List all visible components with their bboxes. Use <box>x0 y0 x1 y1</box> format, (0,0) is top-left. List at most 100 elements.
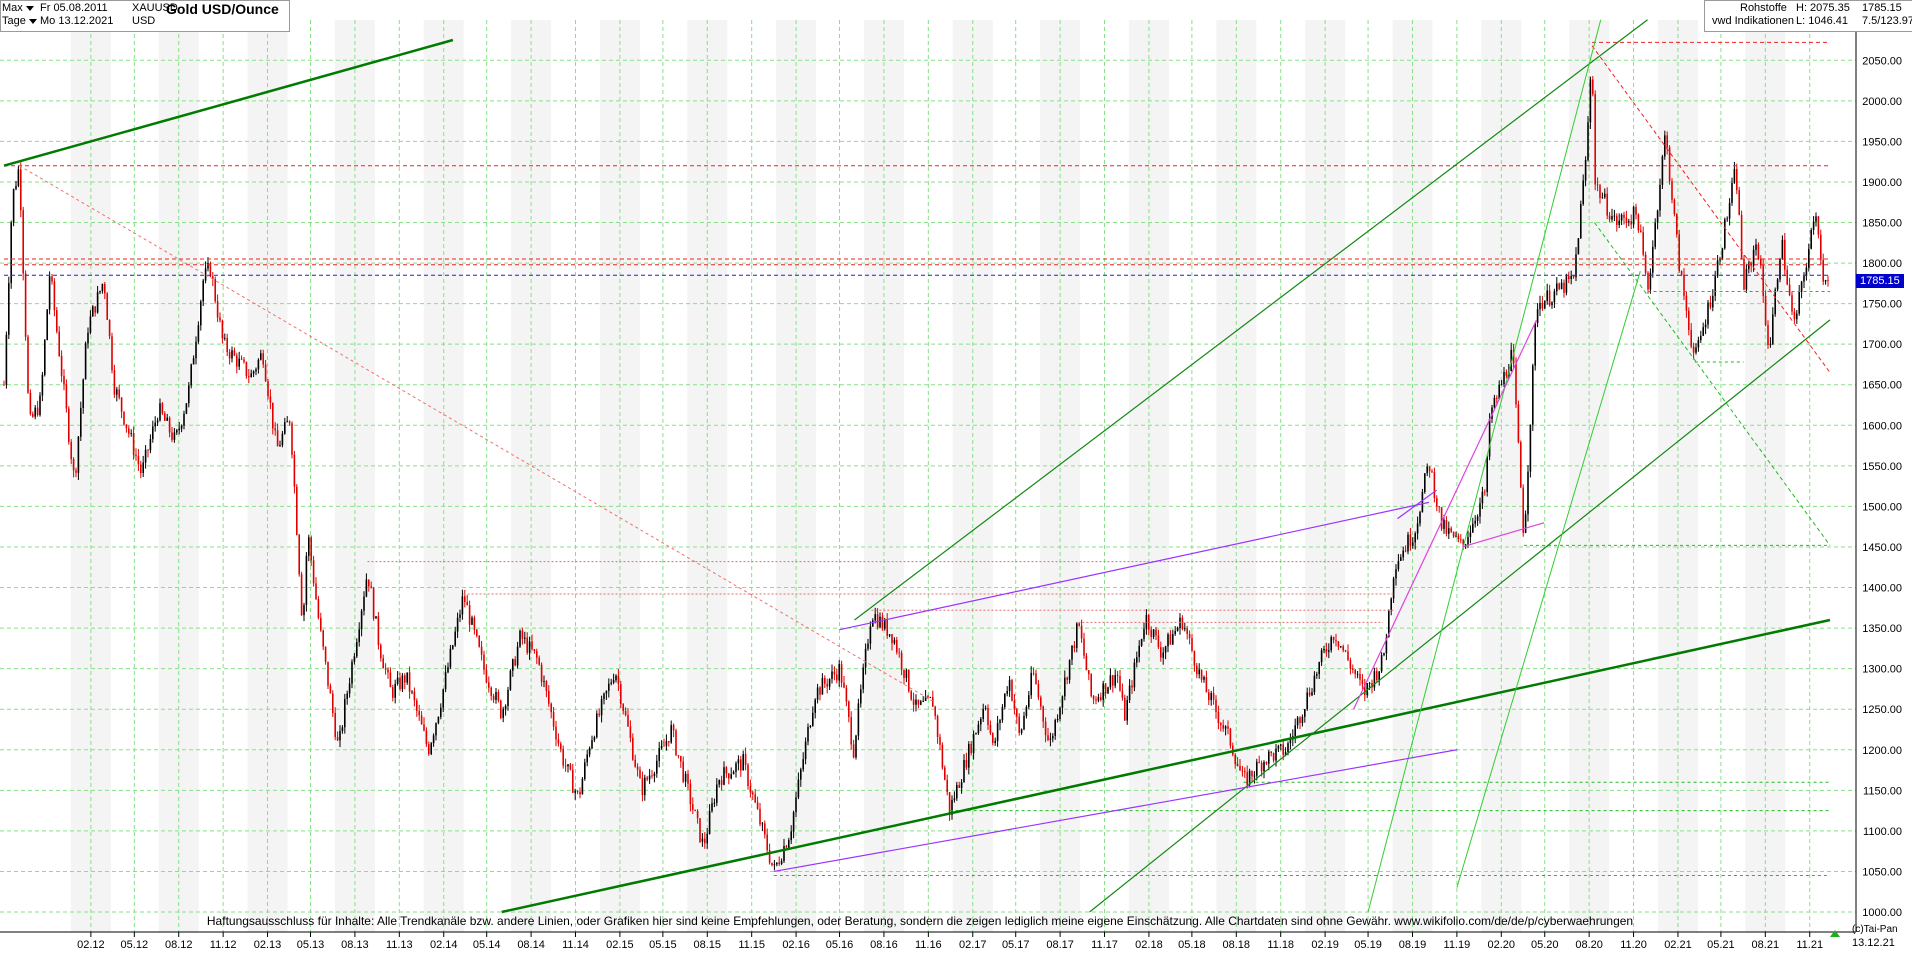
candle-body <box>1791 295 1793 312</box>
period-label: Tage <box>2 15 26 27</box>
candle-body <box>1325 648 1328 652</box>
candle-body <box>262 353 264 365</box>
candle-body <box>934 706 936 716</box>
candle-body <box>257 359 260 370</box>
candle-body <box>332 693 334 713</box>
candle-body <box>584 762 586 780</box>
candle-body <box>668 741 670 743</box>
candle-body <box>1270 751 1272 754</box>
candle-body <box>672 725 675 731</box>
range-to: Mo 13.12.2021 <box>40 15 114 27</box>
candle-body <box>281 433 284 446</box>
candle-body <box>132 433 135 455</box>
candle-body <box>790 831 792 841</box>
candle-body <box>1208 692 1210 701</box>
candle-body <box>1172 634 1174 645</box>
candle-body <box>1277 745 1280 749</box>
candle-body <box>1692 346 1695 353</box>
y-tick-label: 2000.00 <box>1862 96 1902 108</box>
candle-body <box>413 691 416 701</box>
candle-body <box>826 683 828 687</box>
candle-body <box>605 690 608 694</box>
candle-body <box>898 652 900 654</box>
candle-body <box>1080 625 1083 639</box>
candle-body <box>1119 676 1121 691</box>
candle-body <box>1222 725 1224 729</box>
candle-body <box>1724 219 1726 249</box>
chevron-down-icon <box>25 5 34 11</box>
y-tick-label: 1000.00 <box>1862 907 1902 919</box>
candle-body <box>1124 697 1126 721</box>
candle-body <box>209 262 212 277</box>
candle-body <box>416 700 418 711</box>
candle-body <box>1635 206 1637 215</box>
candle-body <box>1296 717 1299 726</box>
candle-body <box>1704 324 1707 328</box>
candle-body <box>1205 677 1208 693</box>
candle-body <box>1652 246 1654 273</box>
candle-body <box>920 701 922 705</box>
candle-body <box>1743 258 1745 290</box>
lower-channel-line <box>501 618 1831 914</box>
candle-body <box>488 682 490 688</box>
candle-body <box>1066 677 1068 680</box>
y-tick-label: 1350.00 <box>1862 623 1902 635</box>
candle-body <box>598 713 600 716</box>
candle-body <box>1793 311 1796 320</box>
candle-body <box>1311 692 1313 696</box>
candle-body <box>1772 314 1774 344</box>
candle-body <box>1505 371 1508 376</box>
candle-body <box>1107 687 1109 694</box>
candle-body <box>504 705 507 709</box>
candle-body <box>1630 221 1632 225</box>
candle-body <box>346 693 348 699</box>
candle-body <box>572 769 574 793</box>
candle-body <box>75 470 77 473</box>
candle-body <box>1313 675 1316 693</box>
candle-body <box>185 403 188 414</box>
candle-body <box>216 301 219 318</box>
candle-body <box>1419 512 1421 524</box>
candle-body <box>317 599 320 618</box>
candle-body <box>1407 534 1409 552</box>
candle-body <box>828 679 831 687</box>
candle-body <box>116 389 118 395</box>
candle-body <box>1683 274 1685 296</box>
candle-body <box>111 336 113 371</box>
x-tick-label: 08.16 <box>870 939 898 951</box>
candle-body <box>1083 638 1085 656</box>
candle-body <box>1767 324 1769 346</box>
candle-body <box>1040 697 1042 707</box>
candle-body <box>1337 641 1340 647</box>
candle-body <box>629 726 632 738</box>
candle-body <box>1424 473 1426 492</box>
candle-body <box>1776 279 1779 290</box>
candle-body <box>370 586 372 589</box>
candle-body <box>418 710 420 716</box>
candle-body <box>1318 662 1320 675</box>
scroll-marker-icon[interactable] <box>1830 930 1840 937</box>
x-tick-label: 05.14 <box>473 939 501 951</box>
candle-body <box>884 619 886 629</box>
candle-body <box>984 707 987 710</box>
purple-trendline <box>1397 489 1437 520</box>
candle-body <box>1395 569 1397 579</box>
disclaimer: Haftungsausschluss für Inhalte: Alle Tre… <box>206 914 1634 928</box>
candle-body <box>1529 424 1532 472</box>
candle-body <box>936 715 939 738</box>
range-selector[interactable]: Max <box>2 2 34 15</box>
candle-body <box>387 669 389 673</box>
period-selector[interactable]: Tage <box>2 15 37 28</box>
candle-body <box>749 786 752 793</box>
candle-body <box>1769 343 1772 346</box>
candle-body <box>497 691 500 701</box>
candle-body <box>149 439 152 451</box>
candle-body <box>389 672 392 688</box>
candle-body <box>1644 254 1647 273</box>
candle-body <box>471 617 473 625</box>
candle-body <box>1349 659 1352 669</box>
candle-body <box>144 449 147 463</box>
candle-body <box>1774 289 1776 315</box>
candle-body <box>574 790 576 793</box>
candle-body <box>1808 248 1810 268</box>
